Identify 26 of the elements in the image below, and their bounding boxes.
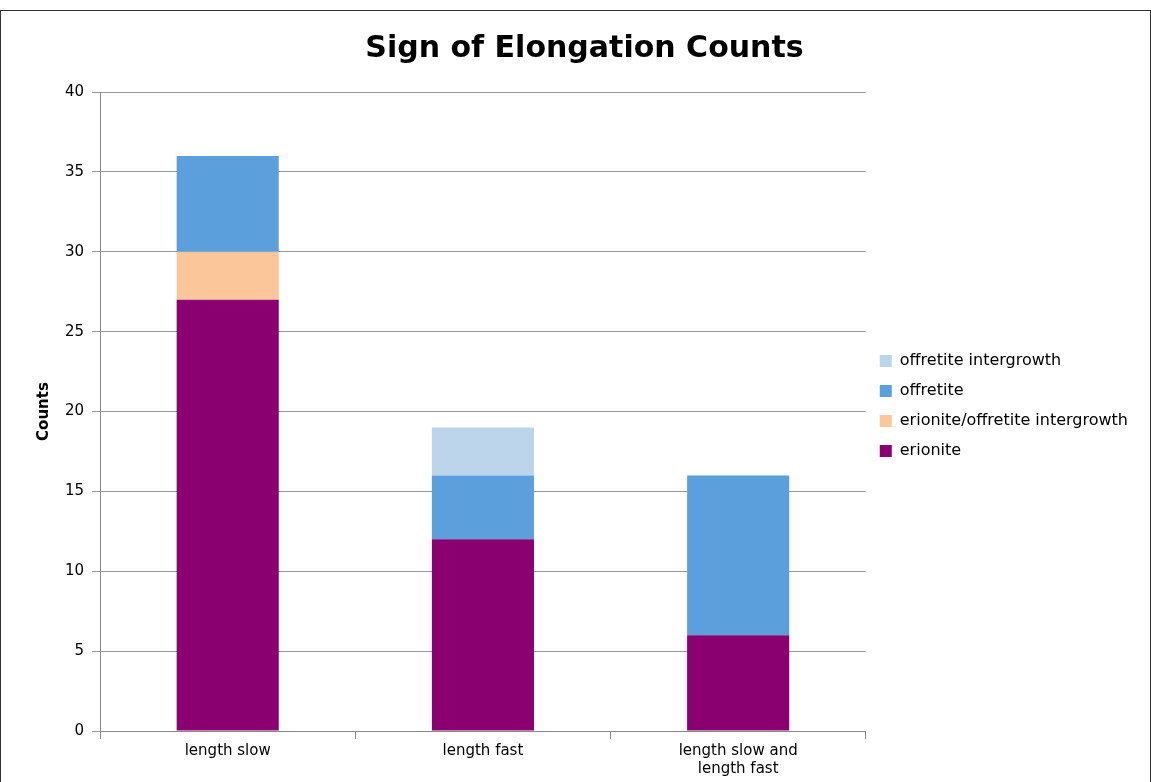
bar: [687, 475, 790, 636]
bar: [176, 251, 279, 300]
y-tick-label: 5: [74, 641, 85, 660]
y-tick-label: 20: [64, 401, 85, 420]
y-axis-title: Counts: [33, 382, 52, 441]
legend-label: erionite/offretite intergrowth: [899, 410, 1129, 430]
y-tick-label: 15: [64, 481, 85, 500]
bar: [431, 539, 534, 731]
bar: [431, 427, 534, 476]
y-tick-label: 0: [74, 720, 85, 739]
x-tick-label: length slow: [184, 740, 271, 759]
y-tick-label: 40: [64, 81, 85, 100]
y-tick-label: 30: [64, 241, 85, 260]
y-tick-label: 35: [64, 161, 85, 180]
x-tick-label: length fast: [442, 740, 524, 759]
legend-label: offretite intergrowth: [899, 350, 1062, 370]
x-tick-label: length slow and length fast: [678, 740, 798, 777]
chart-title: Sign of Elongation Counts: [365, 28, 804, 64]
legend-label: offretite: [899, 380, 964, 400]
bar: [176, 155, 279, 252]
bar: [687, 635, 790, 731]
y-tick-label: 25: [64, 321, 85, 340]
bar: [176, 299, 279, 731]
legend-label: erionite: [899, 440, 962, 460]
y-tick-label: 10: [64, 561, 85, 580]
bar: [431, 475, 534, 540]
